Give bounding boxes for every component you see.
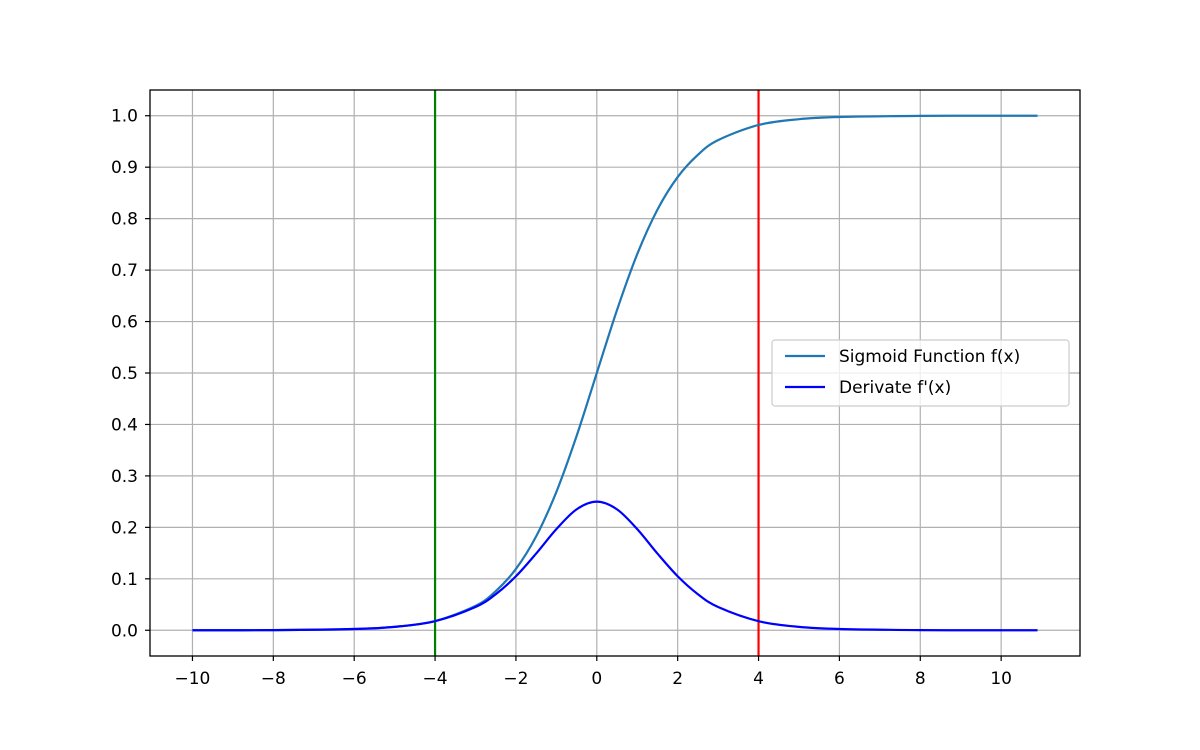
y-tick-label: 0.7 (111, 261, 138, 281)
legend: Sigmoid Function f(x) Derivate f'(x) (771, 339, 1070, 407)
x-tick-label: 4 (753, 669, 764, 689)
y-tick-label: 0.8 (111, 210, 138, 230)
series-lines (192, 114, 1038, 632)
legend-label-sigmoid: Sigmoid Function f(x) (839, 347, 1020, 367)
y-tick-label: 0.6 (111, 313, 138, 333)
y-tick-label: 1.0 (111, 107, 138, 127)
y-tick-label: 0.5 (111, 364, 138, 384)
y-tick-label: 0.1 (111, 570, 138, 590)
x-tick-label: 2 (672, 669, 683, 689)
legend-box (771, 339, 1070, 407)
y-tick-label: 0.0 (111, 621, 138, 641)
axis-ticks: −10 −8 −6 −4 −2 0 2 4 6 8 10 0.0 0.1 0.2 0.3 0.4 0.5 0.6 0… (111, 107, 1012, 689)
x-tick-label: −2 (503, 669, 528, 689)
y-tick-label: 0.4 (111, 415, 138, 435)
y-tick-label: 0.2 (111, 518, 138, 538)
x-tick-label: −4 (423, 669, 448, 689)
x-tick-label: −8 (261, 669, 286, 689)
x-tick-label: −6 (342, 669, 367, 689)
x-tick-label: 0 (591, 669, 602, 689)
y-tick-label: 0.3 (111, 467, 138, 487)
y-tick-label: 0.9 (111, 158, 138, 178)
x-tick-label: 6 (834, 669, 845, 689)
x-tick-label: −10 (175, 669, 211, 689)
x-tick-label: 10 (990, 669, 1012, 689)
x-tick-label: 8 (915, 669, 926, 689)
derivative-line (192, 500, 1038, 632)
vertical-lines (433, 90, 760, 656)
legend-label-derivative: Derivate f'(x) (839, 378, 951, 398)
